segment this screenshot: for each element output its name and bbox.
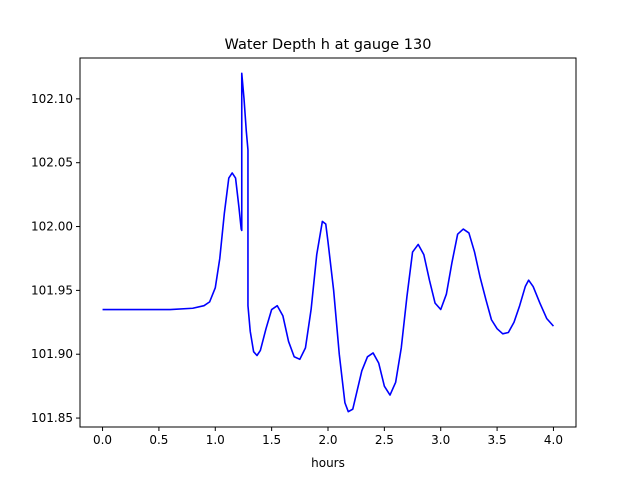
y-tick-label: 102.10: [31, 92, 73, 106]
y-tick-label: 101.90: [31, 347, 73, 361]
x-tick-label: 0.0: [93, 433, 112, 447]
x-tick-label: 1.5: [262, 433, 281, 447]
y-tick-label: 102.00: [31, 220, 73, 234]
y-tick-label: 101.85: [31, 411, 73, 425]
chart-title: Water Depth h at gauge 130: [225, 37, 432, 53]
series-line-0: [102, 72, 555, 413]
x-tick-label: 3.5: [488, 433, 507, 447]
plot-area: 0.0 0.5 1.0 1.5 2.0 2.5 3.0 3.5 4.0 101.85 101.90 1…: [31, 57, 577, 447]
x-tick-label: 2.5: [375, 433, 394, 447]
x-tick-label: 4.0: [544, 433, 563, 447]
x-tick-label: 0.5: [149, 433, 168, 447]
y-tick-label: 101.95: [31, 283, 73, 297]
y-tick-label: 102.05: [31, 156, 73, 170]
x-tick-label: 1.0: [206, 433, 225, 447]
x-tick-label: 3.0: [431, 433, 450, 447]
x-tick-label: 2.0: [318, 433, 337, 447]
x-axis-label: hours: [311, 456, 345, 470]
